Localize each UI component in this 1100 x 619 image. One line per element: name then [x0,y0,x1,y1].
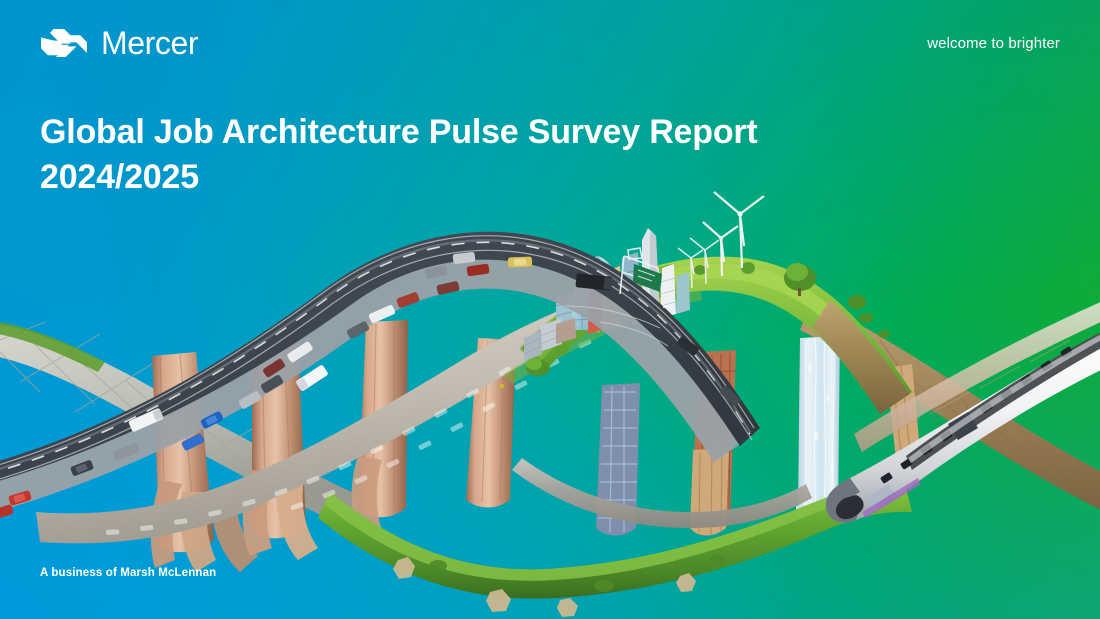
page-footer: A business of Marsh McLennan [40,567,216,579]
mercer-logo-icon [41,29,87,57]
report-title-block: Global Job Architecture Pulse Survey Rep… [40,110,758,200]
page-header: Mercer welcome to brighter [0,0,1100,86]
brand-tagline: welcome to brighter [927,34,1060,52]
page-title-line-2: 2024/2025 [40,157,199,196]
brand-name: Mercer [101,25,199,61]
page-title-line-1: Global Job Architecture Pulse Survey Rep… [40,113,758,151]
parent-company-attribution: A business of Marsh McLennan [40,567,217,579]
brand-lockup: Mercer [40,25,199,61]
